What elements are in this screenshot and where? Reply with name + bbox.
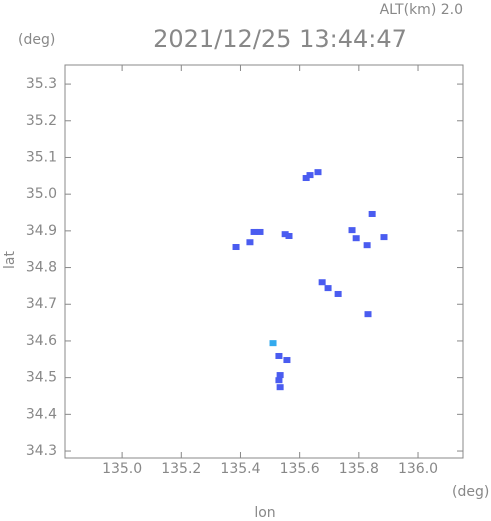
echo-point [269, 340, 277, 347]
chart-title: 2021/12/25 13:44:47 [153, 25, 407, 53]
y-tick-label: 34.6 [26, 333, 57, 349]
y-tick-label: 35.1 [26, 149, 57, 165]
y-axis-label: lat [2, 251, 18, 269]
x-tick-label: 135.2 [161, 461, 201, 477]
echo-point [352, 235, 360, 242]
y-unit: (deg) [18, 32, 55, 48]
y-tick-label: 34.9 [26, 223, 57, 239]
echo-point [380, 234, 388, 241]
echo-point [314, 169, 322, 176]
y-tick-label: 35.0 [26, 186, 57, 202]
echo-point [256, 228, 264, 235]
y-tick-label: 34.8 [26, 260, 57, 276]
y-tick-label: 34.3 [26, 443, 57, 459]
echo-point [368, 210, 376, 217]
altitude-label: ALT(km) 2.0 [380, 2, 463, 18]
echo-point [324, 285, 332, 292]
x-tick-label: 136.0 [398, 461, 438, 477]
y-tick-label: 34.7 [26, 296, 57, 312]
echo-point [281, 231, 289, 238]
echo-point [276, 372, 284, 379]
x-tick-label: 135.8 [339, 461, 379, 477]
echo-point [318, 279, 326, 286]
echo-point [250, 228, 258, 235]
echo-point [232, 244, 240, 251]
echo-point [334, 290, 342, 297]
plot-frame [64, 64, 464, 459]
echo-point [364, 311, 372, 318]
y-tick-label: 34.4 [26, 406, 57, 422]
echo-point [302, 175, 310, 182]
echo-point [246, 239, 254, 246]
echo-point [275, 352, 283, 359]
x-tick-label: 135.0 [102, 461, 142, 477]
echo-point [285, 232, 293, 239]
echo-point [348, 227, 356, 234]
x-tick-label: 135.6 [280, 461, 320, 477]
x-axis-label: lon [254, 505, 275, 521]
echo-point [283, 357, 291, 364]
echo-point [363, 242, 371, 249]
x-tick-label: 135.4 [220, 461, 260, 477]
x-unit: (deg) [452, 484, 489, 500]
y-tick-label: 35.3 [26, 76, 57, 92]
y-tick-label: 34.5 [26, 370, 57, 386]
echo-point [275, 377, 283, 384]
echo-point [306, 172, 314, 179]
echo-point [276, 384, 284, 391]
y-tick-label: 35.2 [26, 113, 57, 129]
